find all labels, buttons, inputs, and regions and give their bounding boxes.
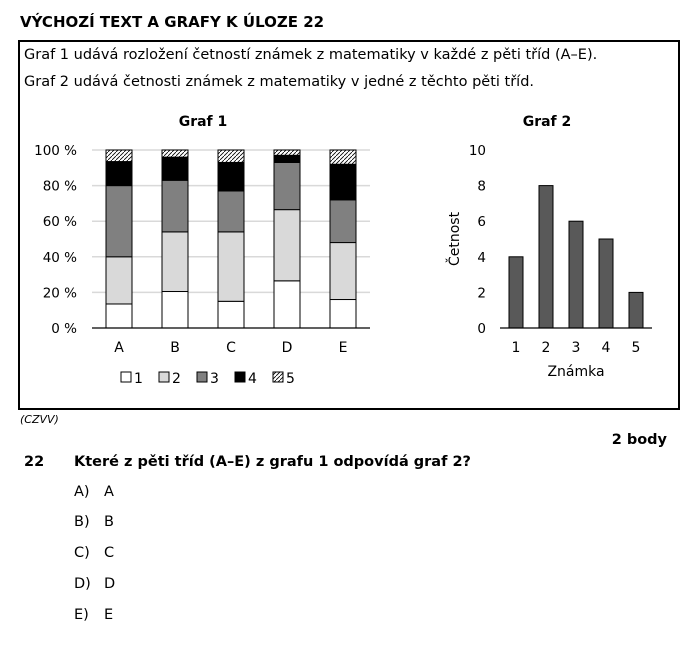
chart-title: Graf 1 <box>179 114 228 130</box>
legend-swatch <box>234 371 246 383</box>
y-tick-label: 6 <box>477 214 486 230</box>
bar-segment-A-3 <box>105 185 133 258</box>
y-tick-label: 20 % <box>43 285 77 301</box>
section-heading: VÝCHOZÍ TEXT A GRAFY K ÚLOZE 22 <box>20 13 325 31</box>
bar-3 <box>568 220 584 329</box>
y-tick-label: 80 % <box>43 179 77 195</box>
bar-segment-C-4 <box>217 161 245 192</box>
bar-segment-E-3 <box>329 199 357 244</box>
legend-label: 1 <box>134 371 143 387</box>
bar-segment-B-5 <box>161 149 189 158</box>
bar-4 <box>598 238 614 329</box>
bar-segment-A-4 <box>105 161 133 187</box>
question-text: Které z pěti tříd (A–E) z grafu 1 odpoví… <box>74 454 471 470</box>
x-tick-label: A <box>114 340 124 356</box>
x-tick-label: 1 <box>512 340 521 356</box>
x-tick-label: D <box>282 340 293 356</box>
bar-segment-B-1 <box>161 291 189 329</box>
x-tick-label: E <box>339 340 348 356</box>
bar-segment-D-5 <box>273 149 301 156</box>
bar-segment-C-2 <box>217 231 245 302</box>
bar-segment-C-1 <box>217 300 245 329</box>
bar-segment-C-3 <box>217 190 245 233</box>
y-axis-label: Četnost <box>445 211 463 266</box>
chart-title: Graf 2 <box>523 114 572 130</box>
legend-swatch <box>158 371 170 383</box>
bar-segment-E-1 <box>329 299 357 329</box>
y-tick-label: 0 <box>477 321 486 337</box>
y-tick-label: 10 <box>469 143 486 159</box>
bar-segment-B-4 <box>161 156 189 181</box>
option-key: D) <box>74 576 91 592</box>
bar-5 <box>628 291 644 329</box>
option-label: D <box>104 576 116 592</box>
y-tick-label: 0 % <box>51 321 77 337</box>
y-tick-label: 60 % <box>43 214 77 230</box>
bar-segment-A-5 <box>105 149 133 163</box>
x-tick-label: 3 <box>572 340 581 356</box>
option-c[interactable]: C) C <box>74 545 114 561</box>
bar-segment-D-1 <box>273 280 301 329</box>
bar-segment-E-2 <box>329 242 357 301</box>
option-key: E) <box>74 607 89 623</box>
option-b[interactable]: B) B <box>74 514 114 530</box>
legend-label: 4 <box>248 371 257 387</box>
y-tick-label: 4 <box>477 250 486 266</box>
legend-swatch <box>120 371 132 383</box>
option-a[interactable]: A) A <box>74 484 114 500</box>
bar-segment-E-4 <box>329 163 357 201</box>
y-tick-label: 100 % <box>34 143 77 159</box>
legend-swatch <box>272 371 284 383</box>
bar-segment-A-2 <box>105 256 133 305</box>
bar-segment-D-4 <box>273 154 301 163</box>
x-tick-label: C <box>226 340 236 356</box>
intro-line-1: Graf 1 udává rozložení četností známek z… <box>24 47 598 63</box>
bar-segment-D-3 <box>273 161 301 211</box>
question-number: 22 <box>24 454 45 470</box>
bar-segment-E-5 <box>329 149 357 165</box>
bar-segment-A-1 <box>105 303 133 329</box>
option-d[interactable]: D) D <box>74 576 115 592</box>
legend-label: 2 <box>172 371 181 387</box>
y-tick-label: 40 % <box>43 250 77 266</box>
intro-line-2: Graf 2 udává četnosti známek z matematik… <box>24 74 535 90</box>
source-text-box <box>18 40 680 410</box>
option-key: A) <box>74 484 90 500</box>
x-tick-label: 5 <box>632 340 641 356</box>
option-label: A <box>104 484 114 500</box>
x-tick-label: 4 <box>602 340 611 356</box>
x-tick-label: B <box>170 340 180 356</box>
option-label: C <box>104 545 115 561</box>
legend-swatch <box>196 371 208 383</box>
source-note: (CZVV) <box>20 413 59 426</box>
option-label: E <box>104 607 114 623</box>
points-label: 2 body <box>611 432 667 448</box>
option-key: B) <box>74 514 90 530</box>
bar-segment-C-5 <box>217 149 245 163</box>
bar-segment-D-2 <box>273 209 301 282</box>
x-axis-label: Známka <box>547 364 604 380</box>
x-tick-label: 2 <box>542 340 551 356</box>
y-tick-label: 8 <box>477 179 486 195</box>
charts: Graf 1 0 % 20 % 40 % 60 % 80 % 100 % A B C D E 1 2 3 4 5… <box>34 114 652 387</box>
bar-segment-B-2 <box>161 231 189 293</box>
legend-label: 5 <box>286 371 295 387</box>
bar-1 <box>508 256 524 329</box>
bar-2 <box>538 185 554 329</box>
legend-label: 3 <box>210 371 219 387</box>
option-e[interactable]: E) E <box>74 607 113 623</box>
y-tick-label: 2 <box>477 285 486 301</box>
option-key: C) <box>74 545 90 561</box>
bar-segment-B-3 <box>161 179 189 233</box>
option-label: B <box>104 514 114 530</box>
